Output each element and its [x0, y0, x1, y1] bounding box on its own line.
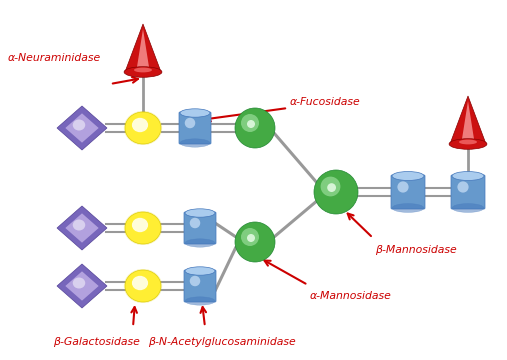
- Ellipse shape: [134, 68, 152, 72]
- Ellipse shape: [73, 120, 85, 131]
- Polygon shape: [57, 106, 107, 150]
- Ellipse shape: [132, 276, 148, 290]
- Ellipse shape: [392, 171, 424, 180]
- Ellipse shape: [449, 139, 487, 149]
- Ellipse shape: [452, 203, 484, 212]
- Ellipse shape: [124, 67, 162, 77]
- Circle shape: [320, 177, 340, 197]
- Polygon shape: [65, 113, 99, 143]
- Text: β-N-Acetylglucosaminidase: β-N-Acetylglucosaminidase: [148, 337, 296, 347]
- Polygon shape: [125, 24, 161, 72]
- Circle shape: [235, 222, 275, 262]
- Text: α-Fucosidase: α-Fucosidase: [290, 97, 361, 107]
- Polygon shape: [462, 101, 474, 139]
- Ellipse shape: [457, 181, 468, 193]
- Ellipse shape: [185, 297, 215, 305]
- FancyBboxPatch shape: [391, 175, 425, 209]
- Ellipse shape: [125, 212, 161, 244]
- Ellipse shape: [185, 118, 195, 128]
- Ellipse shape: [132, 118, 148, 132]
- Text: α-Mannosidase: α-Mannosidase: [310, 291, 392, 301]
- Text: β-Galactosidase: β-Galactosidase: [53, 337, 139, 347]
- FancyBboxPatch shape: [451, 175, 485, 209]
- Text: α-Neuraminidase: α-Neuraminidase: [8, 53, 101, 63]
- Circle shape: [314, 170, 358, 214]
- Circle shape: [247, 234, 255, 242]
- Ellipse shape: [132, 218, 148, 232]
- Circle shape: [241, 228, 259, 246]
- Circle shape: [327, 183, 336, 192]
- Ellipse shape: [190, 218, 200, 228]
- Ellipse shape: [125, 112, 161, 144]
- Polygon shape: [65, 213, 99, 243]
- Ellipse shape: [73, 220, 85, 230]
- Ellipse shape: [392, 203, 424, 212]
- Polygon shape: [137, 29, 149, 67]
- Polygon shape: [65, 271, 99, 301]
- Ellipse shape: [459, 140, 477, 144]
- Ellipse shape: [180, 139, 210, 147]
- Ellipse shape: [397, 181, 409, 193]
- Polygon shape: [57, 264, 107, 308]
- Ellipse shape: [185, 209, 215, 217]
- Polygon shape: [57, 206, 107, 250]
- Circle shape: [247, 120, 255, 128]
- Ellipse shape: [190, 276, 200, 286]
- FancyBboxPatch shape: [184, 212, 216, 244]
- Ellipse shape: [185, 267, 215, 275]
- FancyBboxPatch shape: [184, 270, 216, 302]
- Ellipse shape: [125, 270, 161, 302]
- Ellipse shape: [73, 278, 85, 288]
- Polygon shape: [450, 96, 486, 144]
- Ellipse shape: [180, 109, 210, 117]
- Ellipse shape: [452, 171, 484, 180]
- Text: β-Mannosidase: β-Mannosidase: [375, 245, 457, 255]
- Circle shape: [235, 108, 275, 148]
- Ellipse shape: [185, 239, 215, 247]
- Circle shape: [241, 114, 259, 132]
- FancyBboxPatch shape: [179, 112, 211, 144]
